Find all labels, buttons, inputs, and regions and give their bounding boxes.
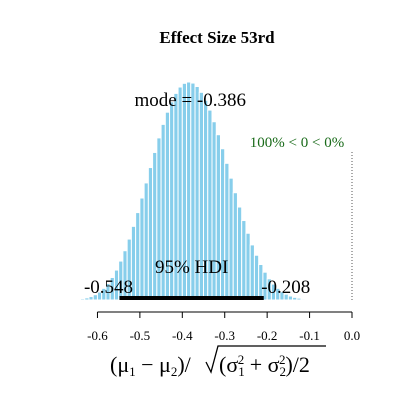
x-tick-label: -0.6 (87, 328, 108, 343)
x-axis-ticks: -0.6 -0.5 -0.4 -0.3 -0.2 -0.1 0.0 (87, 312, 360, 343)
histogram-bar (304, 298, 311, 301)
histogram-bar (228, 177, 234, 301)
x-tick-label: -0.3 (214, 328, 235, 343)
x-tick-label: 0.0 (344, 328, 360, 343)
histogram-bar (232, 192, 238, 301)
x-axis-label: (μ1 − μ2)/ (σ12 + σ22)/2 (110, 345, 326, 379)
mode-label: mode = -0.386 (134, 90, 246, 111)
histogram-bar (224, 162, 230, 301)
histogram-bar (79, 298, 86, 301)
histogram-bar (75, 298, 81, 301)
histogram-bar (245, 232, 251, 301)
sqrt-symbol (205, 345, 326, 374)
chart-title: Effect Size 53rd (159, 28, 275, 47)
histogram-bars (75, 81, 311, 301)
x-tick-label: -0.4 (172, 328, 193, 343)
x-tick-label: -0.5 (130, 328, 151, 343)
histogram-bar (241, 220, 247, 301)
x-axis-label-numerator: (μ1 − μ2)/ (110, 352, 192, 379)
histogram-bar (249, 244, 255, 301)
x-axis-label-denominator: (σ12 + σ22)/2 (219, 352, 310, 379)
histogram-bar (143, 182, 149, 301)
histogram-bar (135, 212, 141, 301)
histogram-bar (236, 206, 243, 301)
histogram-bar (296, 297, 302, 301)
hdi-low-label: -0.548 (84, 277, 133, 298)
x-tick-label: -0.2 (257, 328, 278, 343)
histogram-bar (253, 254, 260, 301)
hdi-label: 95% HDI (155, 257, 228, 278)
x-tick-label: -0.1 (299, 328, 320, 343)
histogram-bar (139, 197, 145, 301)
comparison-label: 100% < 0 < 0% (250, 135, 344, 151)
histogram-bar (300, 298, 306, 301)
histogram-bar (84, 297, 90, 301)
hdi-high-label: -0.208 (261, 277, 310, 298)
histogram-bar (147, 167, 154, 301)
